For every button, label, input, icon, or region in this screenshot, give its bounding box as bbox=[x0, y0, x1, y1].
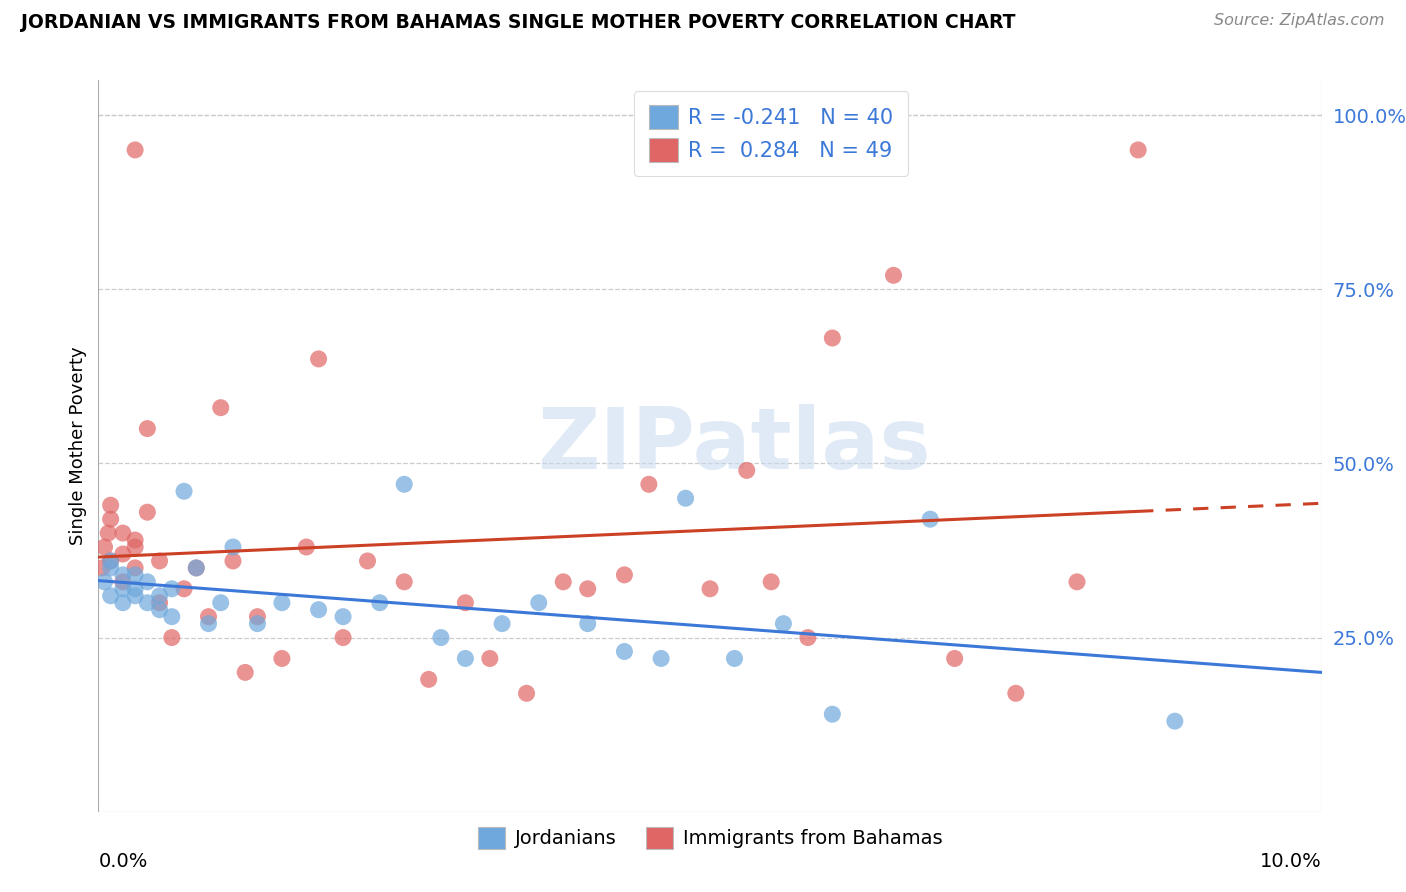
Point bbox=[613, 567, 636, 582]
Point bbox=[186, 561, 208, 575]
Point bbox=[136, 505, 159, 519]
Point bbox=[149, 589, 172, 603]
Point bbox=[222, 554, 245, 568]
Point bbox=[222, 540, 245, 554]
Point bbox=[197, 616, 219, 631]
Point bbox=[149, 596, 172, 610]
Point bbox=[1128, 143, 1150, 157]
Point bbox=[270, 596, 292, 610]
Point bbox=[576, 616, 599, 631]
Point bbox=[149, 554, 172, 568]
Point bbox=[91, 561, 114, 575]
Point bbox=[111, 547, 134, 561]
Point bbox=[613, 644, 636, 658]
Point bbox=[454, 651, 477, 665]
Point bbox=[356, 554, 378, 568]
Point bbox=[100, 589, 122, 603]
Point bbox=[124, 561, 146, 575]
Point bbox=[637, 477, 661, 491]
Point bbox=[160, 631, 183, 645]
Point bbox=[233, 665, 256, 680]
Point bbox=[111, 567, 134, 582]
Point bbox=[759, 574, 782, 589]
Point bbox=[197, 609, 219, 624]
Point bbox=[332, 631, 354, 645]
Point bbox=[160, 609, 183, 624]
Point bbox=[821, 707, 844, 722]
Point bbox=[821, 331, 844, 345]
Point bbox=[111, 596, 134, 610]
Point bbox=[332, 609, 354, 624]
Point bbox=[111, 582, 134, 596]
Point bbox=[650, 651, 672, 665]
Point bbox=[124, 533, 146, 547]
Point bbox=[797, 631, 820, 645]
Point bbox=[111, 574, 134, 589]
Point bbox=[124, 567, 146, 582]
Point bbox=[100, 554, 122, 568]
Point bbox=[527, 596, 550, 610]
Point bbox=[97, 526, 120, 541]
Point bbox=[699, 582, 721, 596]
Point bbox=[1164, 714, 1187, 728]
Point bbox=[454, 596, 477, 610]
Point bbox=[478, 651, 501, 665]
Point bbox=[883, 268, 905, 283]
Point bbox=[173, 484, 195, 499]
Text: 10.0%: 10.0% bbox=[1260, 852, 1322, 871]
Point bbox=[295, 540, 318, 554]
Point bbox=[308, 351, 330, 366]
Point bbox=[124, 540, 146, 554]
Point bbox=[943, 651, 966, 665]
Legend: Jordanians, Immigrants from Bahamas: Jordanians, Immigrants from Bahamas bbox=[470, 819, 950, 857]
Point bbox=[149, 603, 172, 617]
Point bbox=[1004, 686, 1026, 700]
Point bbox=[136, 596, 159, 610]
Point bbox=[920, 512, 942, 526]
Point bbox=[93, 540, 115, 554]
Text: ZIPatlas: ZIPatlas bbox=[537, 404, 931, 488]
Point bbox=[308, 603, 330, 617]
Point bbox=[124, 589, 146, 603]
Point bbox=[209, 596, 232, 610]
Point bbox=[392, 574, 416, 589]
Point bbox=[100, 512, 122, 526]
Text: Source: ZipAtlas.com: Source: ZipAtlas.com bbox=[1215, 13, 1385, 29]
Point bbox=[100, 561, 122, 575]
Point bbox=[576, 582, 599, 596]
Point bbox=[772, 616, 794, 631]
Point bbox=[735, 463, 758, 477]
Point bbox=[491, 616, 513, 631]
Point bbox=[160, 582, 183, 596]
Point bbox=[246, 616, 269, 631]
Point bbox=[136, 574, 159, 589]
Text: 0.0%: 0.0% bbox=[98, 852, 148, 871]
Point bbox=[100, 554, 122, 568]
Point bbox=[418, 673, 440, 687]
Point bbox=[246, 609, 269, 624]
Point bbox=[270, 651, 292, 665]
Y-axis label: Single Mother Poverty: Single Mother Poverty bbox=[69, 347, 87, 545]
Point bbox=[553, 574, 575, 589]
Point bbox=[124, 582, 146, 596]
Point bbox=[186, 561, 208, 575]
Point bbox=[93, 574, 115, 589]
Point bbox=[368, 596, 391, 610]
Text: JORDANIAN VS IMMIGRANTS FROM BAHAMAS SINGLE MOTHER POVERTY CORRELATION CHART: JORDANIAN VS IMMIGRANTS FROM BAHAMAS SIN… bbox=[21, 13, 1015, 32]
Point bbox=[430, 631, 453, 645]
Point bbox=[209, 401, 232, 415]
Point bbox=[100, 498, 122, 512]
Point bbox=[675, 491, 697, 506]
Point bbox=[173, 582, 195, 596]
Point bbox=[136, 421, 159, 435]
Point bbox=[124, 143, 146, 157]
Point bbox=[1066, 574, 1088, 589]
Point bbox=[516, 686, 538, 700]
Point bbox=[723, 651, 745, 665]
Point bbox=[392, 477, 416, 491]
Point bbox=[111, 526, 134, 541]
